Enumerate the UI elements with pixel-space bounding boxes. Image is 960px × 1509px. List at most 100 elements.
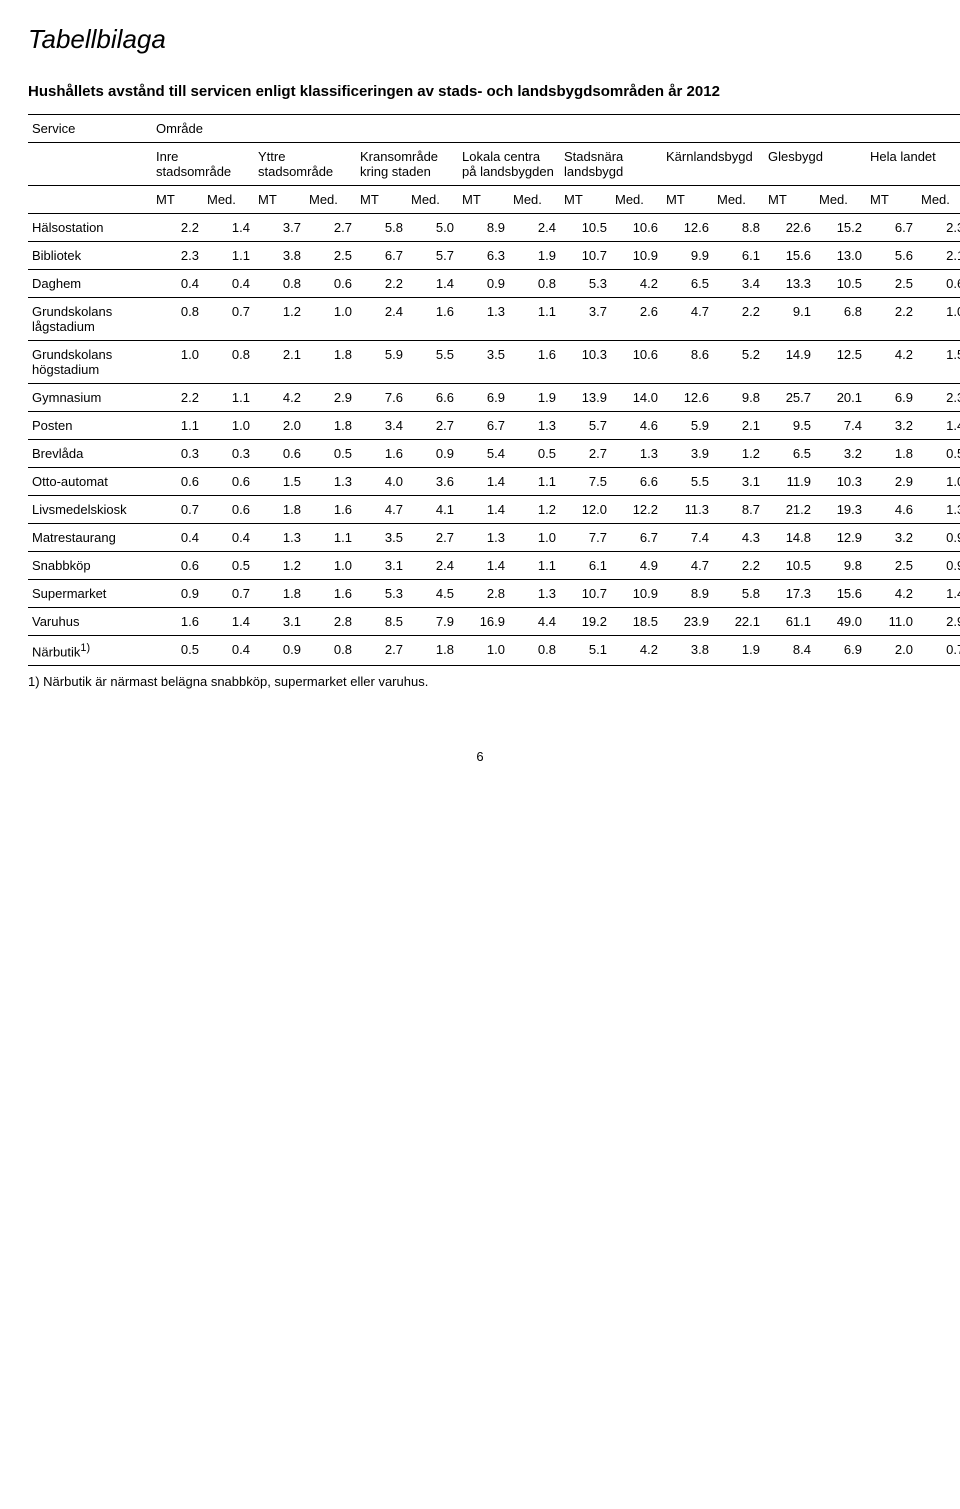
cell-value: 1.4 — [458, 552, 509, 580]
cell-value: 7.9 — [407, 608, 458, 636]
cell-value: 0.9 — [917, 552, 960, 580]
cell-value: 5.8 — [356, 214, 407, 242]
cell-value: 2.7 — [356, 636, 407, 666]
table-row: Hälsostation2.21.43.72.75.85.08.92.410.5… — [28, 214, 960, 242]
cell-value: 5.8 — [713, 580, 764, 608]
cell-value: 5.1 — [560, 636, 611, 666]
h-med: Med. — [917, 186, 960, 214]
cell-value: 12.0 — [560, 496, 611, 524]
table-row: Bibliotek2.31.13.82.56.75.76.31.910.710.… — [28, 242, 960, 270]
cell-value: 2.2 — [713, 552, 764, 580]
cell-value: 6.5 — [662, 270, 713, 298]
cell-value: 1.4 — [203, 608, 254, 636]
footnote: 1) Närbutik är närmast belägna snabbköp,… — [28, 674, 932, 689]
cell-value: 1.8 — [254, 580, 305, 608]
cell-value: 4.6 — [866, 496, 917, 524]
cell-value: 5.9 — [662, 412, 713, 440]
cell-value: 0.8 — [254, 270, 305, 298]
header-area-1: Yttre stadsområde — [254, 143, 356, 186]
row-label: Varuhus — [28, 608, 152, 636]
cell-value: 1.0 — [917, 468, 960, 496]
row-label: Otto-automat — [28, 468, 152, 496]
cell-value: 9.1 — [764, 298, 815, 341]
cell-value: 2.1 — [917, 242, 960, 270]
row-label: Grundskolans lågstadium — [28, 298, 152, 341]
cell-value: 10.3 — [815, 468, 866, 496]
h-mt: MT — [662, 186, 713, 214]
h-mt: MT — [764, 186, 815, 214]
cell-value: 14.8 — [764, 524, 815, 552]
cell-value: 0.4 — [152, 270, 203, 298]
cell-value: 2.3 — [917, 214, 960, 242]
cell-value: 0.5 — [509, 440, 560, 468]
table-body: Hälsostation2.21.43.72.75.85.08.92.410.5… — [28, 214, 960, 666]
cell-value: 9.9 — [662, 242, 713, 270]
cell-value: 2.3 — [917, 384, 960, 412]
cell-value: 3.5 — [356, 524, 407, 552]
table-row: Snabbköp0.60.51.21.03.12.41.41.16.14.94.… — [28, 552, 960, 580]
cell-value: 10.5 — [560, 214, 611, 242]
cell-value: 1.0 — [917, 298, 960, 341]
header-row-top: Service Område — [28, 115, 960, 143]
h-mt: MT — [356, 186, 407, 214]
header-area-7: Hela landet — [866, 143, 960, 186]
cell-value: 3.4 — [356, 412, 407, 440]
table-row: Grundskolans högstadium1.00.82.11.85.95.… — [28, 341, 960, 384]
cell-value: 5.5 — [407, 341, 458, 384]
cell-value: 1.8 — [254, 496, 305, 524]
cell-value: 8.7 — [713, 496, 764, 524]
h-med: Med. — [305, 186, 356, 214]
cell-value: 11.0 — [866, 608, 917, 636]
cell-value: 2.4 — [356, 298, 407, 341]
cell-value: 0.9 — [917, 524, 960, 552]
cell-value: 10.3 — [560, 341, 611, 384]
cell-value: 1.3 — [458, 524, 509, 552]
cell-value: 1.3 — [305, 468, 356, 496]
cell-value: 6.9 — [458, 384, 509, 412]
cell-value: 1.0 — [305, 298, 356, 341]
cell-value: 0.7 — [203, 298, 254, 341]
cell-value: 5.7 — [560, 412, 611, 440]
cell-value: 1.4 — [917, 580, 960, 608]
cell-value: 4.7 — [662, 552, 713, 580]
cell-value: 5.4 — [458, 440, 509, 468]
header-area-3: Lokala centra på landsbygden — [458, 143, 560, 186]
row-label: Brevlåda — [28, 440, 152, 468]
cell-value: 4.2 — [866, 580, 917, 608]
cell-value: 9.8 — [713, 384, 764, 412]
cell-value: 6.3 — [458, 242, 509, 270]
header-area-6: Glesbygd — [764, 143, 866, 186]
cell-value: 11.9 — [764, 468, 815, 496]
cell-value: 3.5 — [458, 341, 509, 384]
cell-value: 1.0 — [152, 341, 203, 384]
cell-value: 3.1 — [713, 468, 764, 496]
cell-value: 14.0 — [611, 384, 662, 412]
cell-value: 2.3 — [152, 242, 203, 270]
cell-value: 2.4 — [407, 552, 458, 580]
cell-value: 2.0 — [254, 412, 305, 440]
h-mt: MT — [866, 186, 917, 214]
cell-value: 2.2 — [866, 298, 917, 341]
cell-value: 0.6 — [305, 270, 356, 298]
cell-value: 1.9 — [509, 384, 560, 412]
cell-value: 22.6 — [764, 214, 815, 242]
cell-value: 20.1 — [815, 384, 866, 412]
cell-value: 0.9 — [254, 636, 305, 666]
cell-value: 1.3 — [458, 298, 509, 341]
cell-value: 1.1 — [509, 298, 560, 341]
cell-value: 10.7 — [560, 242, 611, 270]
row-label: Posten — [28, 412, 152, 440]
cell-value: 0.5 — [917, 440, 960, 468]
row-label: Snabbköp — [28, 552, 152, 580]
cell-value: 14.9 — [764, 341, 815, 384]
cell-value: 6.7 — [356, 242, 407, 270]
cell-value: 2.5 — [866, 270, 917, 298]
cell-value: 10.5 — [815, 270, 866, 298]
cell-value: 12.9 — [815, 524, 866, 552]
cell-value: 1.6 — [305, 580, 356, 608]
table-title: Hushållets avstånd till servicen enligt … — [28, 83, 932, 100]
cell-value: 15.2 — [815, 214, 866, 242]
cell-value: 1.3 — [509, 580, 560, 608]
row-label: Grundskolans högstadium — [28, 341, 152, 384]
h-mt: MT — [458, 186, 509, 214]
